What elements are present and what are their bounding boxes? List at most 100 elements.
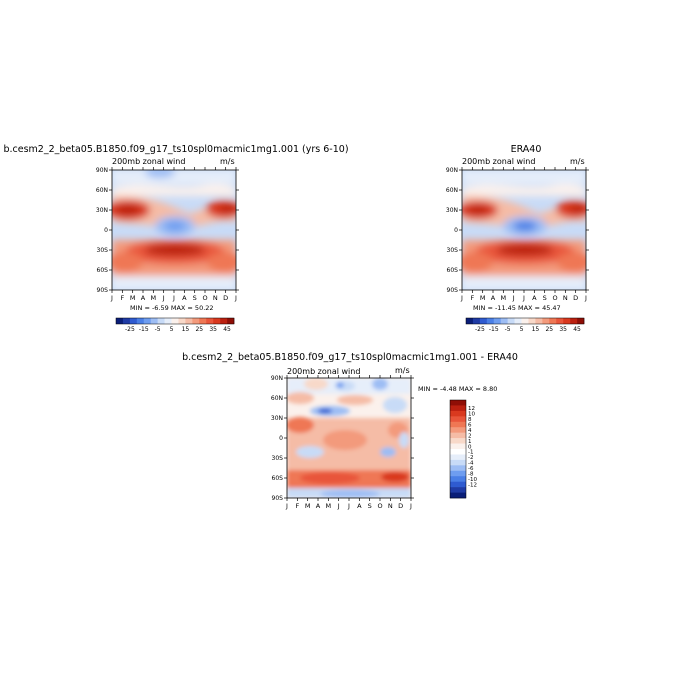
colorbar-label: -10 (468, 477, 477, 483)
colorbar-frame (465, 317, 585, 325)
obs-panel-title: ERA40 (510, 144, 542, 155)
colorbar-swatch (549, 318, 557, 324)
y-tick-label: 30N (271, 415, 283, 422)
colorbar-swatch (450, 449, 466, 455)
colorbar-swatch (450, 481, 466, 488)
x-tick-label: J (460, 294, 463, 302)
x-tick-label: N (388, 502, 393, 510)
colorbar-swatch (450, 438, 466, 444)
colorbar-label: 12 (468, 406, 475, 412)
obs-units-label: m/s (570, 157, 585, 166)
colorbar-label: -2 (468, 455, 473, 461)
diff-plot-field (287, 378, 411, 498)
y-tick-label: 60N (96, 187, 108, 194)
colorbar-label: -15 (489, 326, 499, 333)
colorbar-label: 15 (532, 326, 540, 333)
colorbar-label: 8 (468, 417, 472, 423)
model-plot-field (112, 170, 236, 290)
x-tick-label: J (522, 294, 525, 302)
colorbar-swatch (450, 432, 466, 439)
x-tick-label: S (193, 294, 197, 302)
colorbar-swatch (450, 427, 466, 433)
colorbar-label: -5 (155, 326, 161, 333)
colorbar-label: 6 (468, 423, 472, 429)
colorbar-swatch (185, 318, 193, 324)
y-tick-label: 60N (271, 395, 283, 402)
x-tick-label: J (409, 502, 412, 510)
x-tick-label: J (512, 294, 515, 302)
colorbar-swatch (486, 318, 495, 324)
x-tick-label: M (130, 294, 136, 302)
colorbar-label: 25 (195, 326, 203, 333)
colorbar-swatch (220, 318, 228, 324)
x-tick-label: J (234, 294, 237, 302)
colorbar-swatch (466, 318, 474, 324)
colorbar-frame (449, 399, 467, 499)
x-tick-label: N (563, 294, 568, 302)
colorbar-swatch (563, 318, 571, 324)
colorbar-label: -12 (468, 482, 477, 488)
x-tick-label: J (110, 294, 113, 302)
colorbar-swatch (450, 405, 466, 412)
x-tick-label: S (543, 294, 547, 302)
y-tick-label: 0 (279, 435, 283, 442)
y-tick-label: 90N (446, 167, 458, 174)
colorbar-swatch (199, 318, 207, 324)
x-tick-label: O (202, 294, 207, 302)
colorbar-swatch (450, 459, 466, 466)
x-tick-label: J (347, 502, 350, 510)
colorbar-swatch (450, 470, 466, 477)
y-tick-label: 0 (104, 227, 108, 234)
colorbar-swatch (570, 318, 578, 324)
x-tick-label: A (357, 502, 362, 510)
colorbar-label: 0 (468, 444, 472, 450)
y-tick-label: 0 (454, 227, 458, 234)
colorbar-swatch (450, 443, 466, 450)
colorbar-swatch (192, 318, 200, 324)
x-tick-label: D (573, 294, 578, 302)
colorbar-label: 1 (468, 439, 472, 445)
x-tick-label: J (285, 502, 288, 510)
model-minmax: MIN = -6.59 MAX = 50.22 (130, 304, 214, 312)
x-tick-label: A (141, 294, 146, 302)
colorbar-swatch (521, 318, 529, 324)
diff-minmax: MIN = -4.48 MAX = 8.80 (418, 385, 498, 393)
x-tick-label: N (213, 294, 218, 302)
colorbar-swatch (500, 318, 508, 324)
x-tick-label: J (162, 294, 165, 302)
colorbar-swatch (450, 410, 466, 417)
colorbar-swatch (472, 318, 481, 324)
x-tick-label: S (368, 502, 372, 510)
colorbar-label: -25 (475, 326, 485, 333)
x-tick-label: M (326, 502, 332, 510)
x-tick-label: M (151, 294, 157, 302)
x-tick-label: J (584, 294, 587, 302)
colorbar-swatch (450, 400, 466, 406)
colorbar-label: 10 (468, 412, 475, 418)
x-tick-label: F (120, 294, 124, 302)
y-tick-label: 30S (272, 455, 284, 462)
colorbar-swatch (577, 318, 585, 324)
colorbar-swatch (129, 318, 138, 324)
colorbar-swatch (507, 318, 515, 324)
colorbar-swatch (542, 318, 550, 324)
x-tick-label: J (172, 294, 175, 302)
x-tick-label: M (501, 294, 507, 302)
y-tick-label: 60N (446, 187, 458, 194)
colorbar-label: 45 (573, 326, 581, 333)
obs-var-label: 200mb zonal wind (462, 157, 536, 166)
colorbar-swatch (157, 318, 165, 324)
y-tick-label: 60S (447, 267, 459, 274)
colorbar-label: 4 (468, 428, 472, 434)
x-tick-label: D (398, 502, 403, 510)
colorbar-swatch (450, 465, 466, 472)
colorbar-label: -1 (468, 450, 473, 456)
colorbar-swatch (136, 318, 145, 324)
colorbar-label: 45 (223, 326, 231, 333)
colorbar-swatch (479, 318, 488, 324)
colorbar-label: 35 (559, 326, 567, 333)
y-tick-label: 90S (272, 495, 284, 502)
colorbar-swatch (450, 487, 466, 493)
colorbar-swatch (116, 318, 124, 324)
